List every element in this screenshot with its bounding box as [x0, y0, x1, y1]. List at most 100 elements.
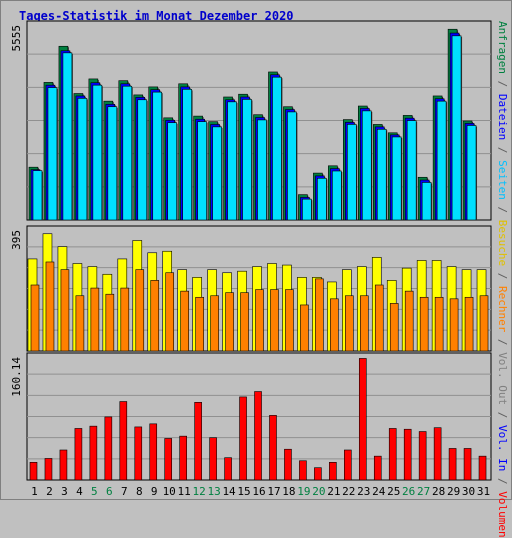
bar-rechner-day-14: [225, 292, 234, 352]
bar-seiten-day-11: [182, 89, 192, 221]
bar-rechner-day-10: [165, 272, 175, 352]
bar-rechner-day-20: [315, 278, 324, 352]
bar-volumen-day-25: [388, 428, 397, 481]
legend-item: Dateien: [496, 93, 509, 141]
x-tick-label-day-28: 28: [432, 485, 445, 498]
x-tick-label-day-30: 30: [462, 485, 475, 498]
bar-volumen-day-30: [463, 448, 472, 481]
legend-item: Rechner: [496, 285, 509, 333]
bar-volumen-day-27: [418, 431, 427, 481]
bar-seiten-day-25: [391, 136, 402, 221]
bar-volumen-day-13: [209, 437, 217, 481]
bar-volumen-day-16: [254, 391, 262, 481]
bar-rechner-day-25: [389, 303, 399, 352]
bar-volumen-day-3: [59, 449, 68, 481]
x-tick-label-day-8: 8: [136, 485, 143, 498]
bar-volumen-day-1: [29, 462, 38, 481]
bar-seiten-day-19: [302, 198, 312, 221]
bar-volumen-day-2: [44, 458, 53, 481]
bar-volumen-day-8: [134, 426, 143, 481]
bar-rechner-day-21: [330, 298, 339, 352]
bar-volumen-day-31: [478, 455, 487, 481]
bar-seiten-day-10: [167, 122, 177, 221]
bar-seiten-day-13: [212, 126, 222, 221]
x-tick-label-day-1: 1: [31, 485, 38, 498]
bar-rechner-day-23: [359, 295, 369, 352]
legend-item: /: [496, 405, 509, 426]
x-tick-label-day-20: 20: [312, 485, 325, 498]
legend-item: Anfragen: [496, 21, 509, 74]
bar-seiten-day-9: [152, 91, 163, 221]
x-tick-label-day-11: 11: [178, 485, 191, 498]
bar-rechner-day-31: [479, 295, 489, 352]
bar-seiten-day-26: [406, 120, 417, 221]
bar-seiten-day-18: [287, 111, 297, 221]
bar-seiten-day-1: [32, 170, 43, 221]
x-tick-label-day-26: 26: [402, 485, 415, 498]
bar-seiten-day-27: [421, 182, 432, 221]
bar-volumen-day-28: [433, 427, 442, 481]
bar-rechner-day-8: [135, 269, 145, 352]
bar-seiten-day-24: [376, 129, 387, 221]
x-tick-label-day-16: 16: [252, 485, 265, 498]
legend-item: Besuche: [496, 219, 509, 267]
bar-seiten-day-14: [227, 101, 237, 221]
bar-volumen-day-5: [89, 425, 98, 481]
right-legend-text: Anfragen / Dateien / Seiten / Besuche / …: [493, 21, 511, 538]
bar-seiten-day-2: [47, 87, 58, 221]
bar-seiten-day-20: [317, 178, 327, 221]
bar-rechner-day-19: [300, 304, 309, 352]
bar-seiten-day-8: [137, 99, 148, 221]
x-tick-label-day-14: 14: [222, 485, 236, 498]
bar-seiten-day-7: [122, 85, 133, 221]
x-tick-label-day-27: 27: [417, 485, 430, 498]
legend-item: Vol. In: [496, 425, 509, 472]
x-tick-label-day-29: 29: [447, 485, 460, 498]
bar-seiten-day-12: [197, 121, 207, 221]
bar-rechner-day-22: [345, 295, 354, 352]
legend-item: /: [496, 73, 509, 94]
bar-rechner-day-4: [75, 295, 85, 352]
legend-item: Seiten: [496, 160, 509, 200]
x-tick-label-day-15: 15: [237, 485, 250, 498]
x-tick-label-day-22: 22: [342, 485, 355, 498]
legend-item: /: [496, 332, 509, 353]
bar-rechner-day-9: [150, 280, 160, 352]
visits-panel-ymax-label: 395: [10, 230, 23, 250]
bar-seiten-day-28: [436, 100, 447, 221]
x-tick-label-day-10: 10: [163, 485, 176, 498]
legend-item: /: [496, 471, 509, 492]
bar-volumen-day-22: [344, 449, 352, 481]
x-tick-label-day-24: 24: [372, 485, 386, 498]
x-tick-label-day-25: 25: [387, 485, 400, 498]
legend-item: /: [496, 199, 509, 220]
volume-panel-ymax-label: 160.14: [10, 357, 23, 397]
bar-seiten-day-17: [272, 76, 282, 221]
bar-seiten-day-23: [361, 110, 372, 221]
x-tick-label-day-19: 19: [297, 485, 310, 498]
bar-volumen-day-4: [74, 428, 83, 481]
bar-volumen-day-10: [164, 438, 173, 481]
bar-seiten-day-16: [257, 119, 267, 221]
bar-volumen-day-29: [448, 448, 457, 481]
x-tick-label-day-5: 5: [91, 485, 98, 498]
bar-rechner-day-24: [374, 284, 384, 352]
bar-rechner-day-29: [449, 298, 459, 352]
x-tick-label-day-3: 3: [61, 485, 68, 498]
legend-item: /: [496, 266, 509, 286]
bar-volumen-day-23: [358, 358, 367, 481]
bar-seiten-day-30: [466, 125, 477, 221]
x-tick-label-day-13: 13: [207, 485, 220, 498]
x-tick-label-day-21: 21: [327, 485, 340, 498]
right-legend: Anfragen / Dateien / Seiten / Besuche / …: [493, 21, 511, 538]
bar-seiten-day-5: [92, 84, 103, 221]
bar-seiten-day-22: [347, 124, 357, 221]
bar-volumen-day-7: [119, 401, 128, 481]
bar-rechner-day-18: [285, 289, 294, 352]
x-tick-label-day-6: 6: [106, 485, 113, 498]
x-tick-label-day-17: 17: [267, 485, 280, 498]
bar-volumen-day-11: [179, 435, 187, 481]
bar-volumen-day-24: [373, 455, 382, 481]
